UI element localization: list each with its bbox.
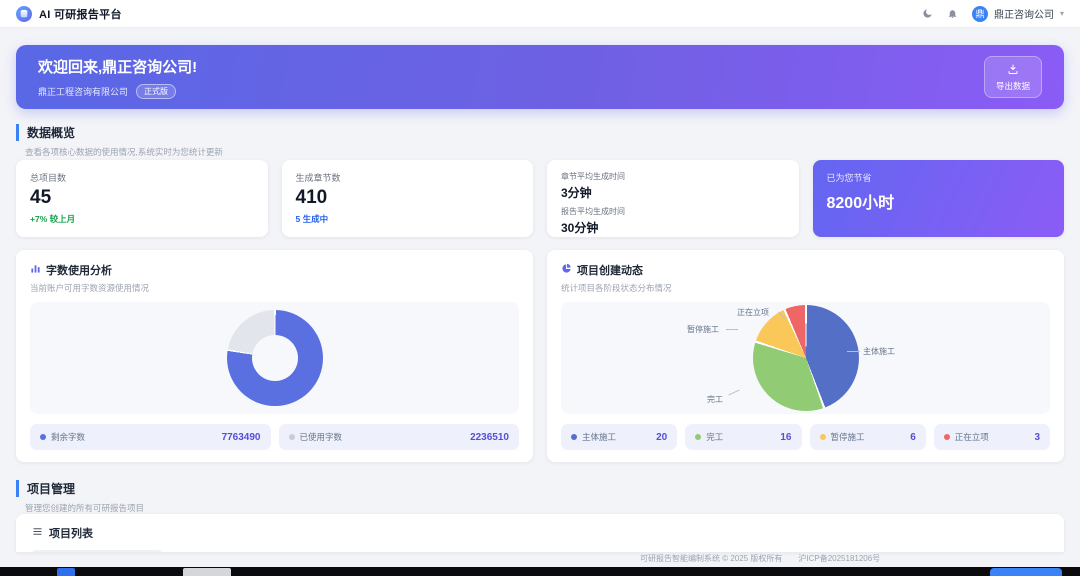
stat-label: 已为您节省 [826, 173, 872, 183]
clipped-row-placeholder [32, 550, 162, 552]
bottom-strip [0, 567, 1080, 576]
list-icon [32, 526, 43, 540]
pie-leader-line [726, 329, 738, 330]
stat-card-total-projects: 总项目数 45 +7% 较上月 [16, 160, 268, 237]
stat-card-time-saved: 已为您节省 8200小时 [812, 160, 1064, 237]
top-navbar: AI 可研报告平台 鼎 鼎正咨询公司 ▾ [0, 0, 1080, 28]
stat-trend: +7% 较上月 [30, 214, 76, 224]
company-fullname: 鼎正工程咨询有限公司 [38, 86, 129, 97]
banner-text: 欢迎回来,鼎正咨询公司! 鼎正工程咨询有限公司 正式版 [38, 56, 197, 99]
legend-dot [288, 434, 295, 440]
pie-label-yellow: 暂停施工 [687, 325, 719, 334]
projects-subheading: 管理您创建的所有可研报告项目 [25, 503, 145, 513]
stat-value: 3分钟 [561, 186, 592, 200]
donut-hole [251, 335, 298, 381]
legend-pill-status-1: 主体施工 20 [561, 424, 678, 450]
stat-card-generated-chapters: 生成章节数 410 5 生成中 [281, 160, 533, 237]
page-footer: 可研报告智能编制系统 © 2025 版权所有 沪ICP备2025181206号 [640, 553, 880, 564]
stat-cards-row: 总项目数 45 +7% 较上月 生成章节数 410 5 生成中 章节平均生成时间… [16, 160, 1064, 237]
legend-value: 3 [1034, 431, 1040, 443]
legend-value: 2236510 [470, 431, 509, 443]
pie-chart-area: 正在立项 暂停施工 完工 主体施工 [561, 302, 1050, 414]
legend-pill-status-3: 暂停施工 6 [809, 424, 926, 450]
pie-leader-line [847, 351, 860, 352]
donut-chart-area [30, 302, 519, 414]
word-usage-donut-chart [226, 310, 323, 406]
company-name: 鼎正咨询公司 [993, 10, 1054, 21]
charts-row: 字数使用分析 当前账户可用字数资源使用情况 剩余字数 7763490 已使用字数… [16, 250, 1064, 462]
stat-label: 章节平均生成时间 [561, 172, 625, 181]
legend-label: 已使用字数 [299, 432, 343, 442]
bottom-fragment-button[interactable] [990, 568, 1062, 576]
projects-section-header: 项目管理 管理您创建的所有可研报告项目 [16, 480, 144, 514]
legend-dot [40, 434, 46, 440]
word-usage-title: 字数使用分析 [46, 265, 112, 277]
footer-icp: 沪ICP备2025181206号 [798, 554, 881, 563]
legend-pill-status-4: 正在立项 3 [933, 424, 1050, 450]
download-icon [1007, 63, 1019, 77]
notifications-icon[interactable] [947, 8, 958, 19]
legend-value: 20 [656, 431, 668, 443]
word-usage-card: 字数使用分析 当前账户可用字数资源使用情况 剩余字数 7763490 已使用字数… [16, 250, 533, 462]
legend-value: 7763490 [221, 431, 261, 443]
project-status-title: 项目创建动态 [577, 265, 643, 277]
legend-pill-status-2: 完工 16 [685, 424, 802, 450]
projects-heading: 项目管理 [16, 480, 144, 497]
stat-label: 生成章节数 [295, 173, 341, 183]
welcome-banner: 欢迎回来,鼎正咨询公司! 鼎正工程咨询有限公司 正式版 导出数据 [16, 45, 1064, 109]
stat-value: 45 [30, 187, 52, 208]
overview-heading: 数据概览 [16, 124, 223, 141]
bar-chart-icon [30, 263, 41, 277]
app-logo-icon [16, 5, 32, 22]
pie-chart-icon [561, 263, 572, 277]
legend-label: 主体施工 [582, 432, 617, 442]
export-data-button[interactable]: 导出数据 [984, 56, 1042, 98]
legend-dot [571, 434, 577, 440]
legend-label: 暂停施工 [830, 432, 865, 442]
project-status-pie-chart [752, 305, 859, 411]
legend-label: 正在立项 [954, 432, 989, 442]
legend-pill-remaining-words: 剩余字数 7763490 [30, 424, 271, 450]
legend-label: 完工 [706, 432, 724, 442]
stat-label: 报告平均生成时间 [561, 207, 625, 216]
navbar-actions: 鼎 鼎正咨询公司 ▾ [922, 5, 1064, 22]
bottom-fragment-left [57, 568, 75, 576]
chevron-down-icon: ▾ [1059, 9, 1064, 18]
legend-value: 16 [780, 431, 792, 443]
project-status-card: 项目创建动态 统计项目各阶段状态分布情况 正在立项 暂停施工 完工 主体施工 主… [547, 250, 1064, 462]
legend-value: 6 [910, 431, 916, 443]
project-status-subtitle: 统计项目各阶段状态分布情况 [561, 283, 672, 293]
pie-label-green: 完工 [707, 395, 723, 404]
legend-dot [695, 434, 702, 440]
stat-value: 410 [295, 187, 328, 208]
stat-value: 8200小时 [826, 195, 895, 212]
avatar: 鼎 [971, 5, 988, 22]
legend-dot [943, 434, 950, 440]
footer-copyright: 可研报告智能编制系统 © 2025 版权所有 [640, 554, 783, 563]
banner-title: 欢迎回来,鼎正咨询公司! [38, 58, 198, 76]
pie-label-blue: 主体施工 [863, 347, 895, 356]
legend-label: 剩余字数 [51, 432, 86, 442]
export-label: 导出数据 [995, 80, 1030, 91]
project-list-title: 项目列表 [49, 528, 93, 540]
overview-subheading: 查看各项核心数据的使用情况,系统实时为您统计更新 [25, 147, 223, 157]
app-title: AI 可研报告平台 [39, 8, 122, 21]
theme-toggle-icon[interactable] [922, 8, 933, 19]
stat-status: 5 生成中 [295, 214, 329, 224]
overview-section-header: 数据概览 查看各项核心数据的使用情况,系统实时为您统计更新 [16, 124, 223, 158]
legend-pill-used-words: 已使用字数 2236510 [278, 424, 519, 450]
bottom-fragment-middle [183, 568, 231, 576]
word-usage-subtitle: 当前账户可用字数资源使用情况 [30, 283, 150, 293]
stat-value: 30分钟 [561, 221, 599, 235]
stat-card-avg-times: 章节平均生成时间 3分钟 报告平均生成时间 30分钟 [547, 160, 799, 237]
version-badge: 正式版 [136, 83, 177, 99]
pie-leader-line [728, 389, 740, 396]
pie-label-red: 正在立项 [737, 308, 769, 317]
user-menu[interactable]: 鼎 鼎正咨询公司 ▾ [971, 5, 1064, 22]
stat-label: 总项目数 [30, 173, 67, 183]
project-list-card: 项目列表 [16, 514, 1064, 552]
legend-dot [819, 434, 826, 440]
